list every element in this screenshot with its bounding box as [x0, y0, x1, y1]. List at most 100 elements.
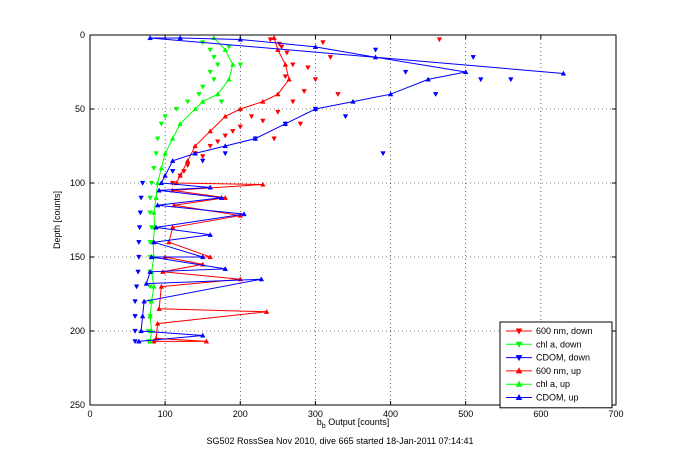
x-axis-label-subscript: b [322, 423, 326, 430]
data-point [148, 180, 155, 186]
data-point [151, 209, 157, 215]
data-point [199, 98, 206, 104]
data-point [177, 120, 183, 126]
data-point [203, 338, 210, 344]
data-point [207, 69, 213, 75]
data-point [271, 136, 277, 142]
data-point [158, 165, 165, 171]
series-5 [136, 35, 567, 344]
data-point [372, 47, 379, 53]
data-point [147, 195, 153, 201]
figure-caption: SG502 RossSea Nov 2010, dive 665 started… [206, 436, 473, 446]
data-point [218, 99, 225, 105]
legend-label: 600 nm, down [536, 326, 593, 336]
data-point [147, 210, 153, 216]
series-line [153, 37, 290, 342]
data-point [312, 44, 319, 49]
data-point [425, 76, 431, 82]
data-point [192, 106, 198, 112]
data-point [327, 55, 334, 61]
data-point [237, 62, 244, 68]
data-point [132, 314, 138, 320]
data-point [470, 55, 476, 61]
data-point [230, 129, 236, 135]
data-point [154, 320, 161, 326]
legend-label: CDOM, down [536, 353, 590, 363]
data-point [156, 305, 162, 311]
data-point [169, 169, 176, 174]
data-point [312, 77, 319, 83]
data-point [158, 121, 165, 127]
data-point [199, 332, 206, 338]
data-point [222, 46, 228, 52]
data-point [136, 254, 142, 260]
x-tick-label: 600 [533, 409, 548, 419]
data-point [312, 106, 319, 112]
x-tick-label: 200 [233, 409, 248, 419]
x-tick-label: 300 [308, 409, 323, 419]
x-axis-label-main: b [317, 417, 322, 427]
data-point [278, 44, 285, 50]
data-point [290, 62, 296, 68]
data-point [230, 61, 236, 67]
data-point [173, 106, 180, 112]
data-point [258, 276, 265, 282]
data-point [143, 280, 150, 286]
x-axis-label: bb Output [counts] [317, 417, 389, 430]
data-point [132, 339, 138, 345]
legend-item: CDOM, up [506, 393, 579, 403]
grid-lines [90, 35, 616, 405]
data-point [320, 40, 326, 46]
data-point [136, 225, 143, 231]
data-point [147, 268, 153, 274]
data-point [138, 195, 144, 201]
data-point [148, 298, 155, 304]
data-point [147, 313, 153, 319]
data-point [154, 136, 161, 142]
data-point [284, 50, 290, 56]
y-tick-label: 150 [70, 252, 85, 262]
data-point [192, 150, 198, 156]
data-point [154, 202, 161, 208]
data-point [215, 139, 221, 145]
x-tick-label: 400 [383, 409, 398, 419]
data-point [560, 70, 567, 76]
data-point [297, 121, 304, 127]
data-point [184, 157, 191, 163]
data-point [275, 46, 281, 52]
data-point [432, 92, 439, 98]
x-tick-label: 0 [87, 409, 92, 419]
data-point [260, 98, 266, 104]
data-point [207, 128, 213, 134]
data-point [199, 154, 206, 160]
data-point [218, 194, 225, 200]
data-point [301, 89, 307, 95]
data-point [237, 212, 244, 218]
data-point [350, 98, 356, 104]
data-point [211, 55, 217, 61]
data-point [166, 239, 172, 245]
data-point [151, 338, 157, 344]
data-point [147, 240, 153, 246]
data-point [267, 37, 274, 43]
data-point [222, 194, 228, 200]
legend-marker [515, 393, 523, 400]
data-point [290, 99, 296, 105]
data-point [260, 118, 266, 124]
data-point [158, 180, 165, 186]
legend-box [499, 321, 613, 409]
data-point [153, 151, 159, 157]
legend-marker [515, 355, 523, 362]
data-point [237, 124, 244, 130]
legend-item: chl a, down [506, 339, 582, 349]
data-point [342, 114, 349, 120]
data-point [199, 254, 206, 260]
data-point [184, 99, 191, 105]
data-point [222, 113, 228, 119]
data-point [141, 298, 147, 304]
data-point [156, 187, 162, 193]
series-0 [169, 37, 443, 186]
data-point [207, 184, 213, 190]
data-point [147, 338, 153, 344]
